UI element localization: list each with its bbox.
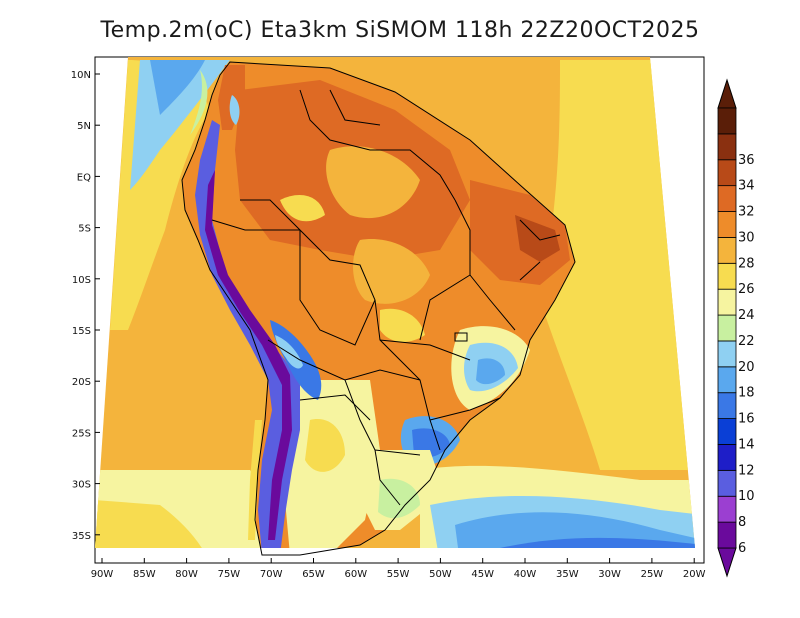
country-borders xyxy=(181,61,576,556)
colorbar-label: 28 xyxy=(738,256,755,271)
colorbar-label: 20 xyxy=(738,360,755,375)
lat-tick-label: 25S xyxy=(72,428,91,439)
colorbar-label: 16 xyxy=(738,412,755,427)
lat-tick-label: 10N xyxy=(71,70,91,81)
colorbar-segment xyxy=(717,469,737,497)
colorbar-segment xyxy=(717,340,737,368)
lon-tick-label: 20W xyxy=(683,569,706,580)
colorbar-label: 32 xyxy=(738,205,755,220)
lon-tick-label: 40W xyxy=(514,569,537,580)
lon-tick-label: 85W xyxy=(133,569,156,580)
colorbar-label: 22 xyxy=(738,334,755,349)
longitude-axis: 90W 85W 80W 75W 70W 65W 60W 55W 50W 45W 40W 35W 30W 2… xyxy=(91,558,706,580)
colorbar-segment xyxy=(717,495,737,523)
lat-tick-label: 20S xyxy=(72,377,91,388)
colorbar-label: 6 xyxy=(738,541,746,556)
lon-tick-label: 50W xyxy=(429,569,452,580)
lat-tick-label: 30S xyxy=(72,480,91,491)
lon-tick-label: 65W xyxy=(302,569,325,580)
colorbar-segment xyxy=(717,288,737,316)
andes-cold-band xyxy=(195,120,300,548)
lat-tick-label: 5S xyxy=(78,224,91,235)
colorbar: 6 8 10 12 14 16 18 20 22 24 26 28 30 32 34 36 xyxy=(717,78,755,578)
temperature-field xyxy=(95,57,695,548)
colorbar-segment xyxy=(717,107,737,135)
colorbar-label: 26 xyxy=(738,282,755,297)
colorbar-segment xyxy=(717,314,737,342)
lon-tick-label: 70W xyxy=(260,569,283,580)
colorbar-segment xyxy=(717,211,737,238)
colorbar-segment xyxy=(717,392,737,419)
lon-tick-label: 90W xyxy=(91,569,114,580)
colorbar-label: 34 xyxy=(738,179,755,194)
lat-tick-label: EQ xyxy=(77,172,91,183)
colorbar-top-arrow xyxy=(717,78,737,109)
lat-tick-label: 35S xyxy=(72,531,91,542)
colorbar-segment xyxy=(717,262,737,290)
colorbar-label: 8 xyxy=(738,515,746,530)
lon-tick-label: 30W xyxy=(598,569,621,580)
lon-tick-label: 55W xyxy=(387,569,410,580)
map-title: Temp.2m(oC) Eta3km SiSMOM 118h 22Z20OCT2… xyxy=(100,18,700,43)
colorbar-label: 18 xyxy=(738,386,755,401)
colorbar-label: 14 xyxy=(738,437,755,452)
lat-tick-label: 10S xyxy=(72,275,91,286)
latitude-axis: 10N 5N EQ 5S 10S 15S 20S 25S 30S 35S xyxy=(71,70,100,542)
lon-tick-label: 35W xyxy=(556,569,579,580)
colorbar-segment xyxy=(717,366,737,394)
colorbar-segment xyxy=(717,133,737,161)
colorbar-bottom-arrow xyxy=(717,547,737,578)
lon-tick-label: 60W xyxy=(344,569,367,580)
colorbar-segment xyxy=(717,159,737,187)
lon-tick-label: 80W xyxy=(175,569,198,580)
colorbar-label: 12 xyxy=(738,463,755,478)
colorbar-label: 30 xyxy=(738,230,755,245)
colorbar-segment xyxy=(717,444,737,471)
colorbar-segment xyxy=(717,185,737,212)
lon-tick-label: 25W xyxy=(641,569,664,580)
colorbar-segment xyxy=(717,418,737,445)
colorbar-segment xyxy=(717,237,737,264)
colorbar-label: 36 xyxy=(738,153,755,168)
colorbar-label: 24 xyxy=(738,308,755,323)
lon-tick-label: 45W xyxy=(471,569,494,580)
colorbar-segment xyxy=(717,521,737,549)
lon-tick-label: 75W xyxy=(218,569,241,580)
lat-tick-label: 15S xyxy=(72,326,91,337)
colorbar-label: 10 xyxy=(738,489,755,504)
lat-tick-label: 5N xyxy=(77,121,91,132)
